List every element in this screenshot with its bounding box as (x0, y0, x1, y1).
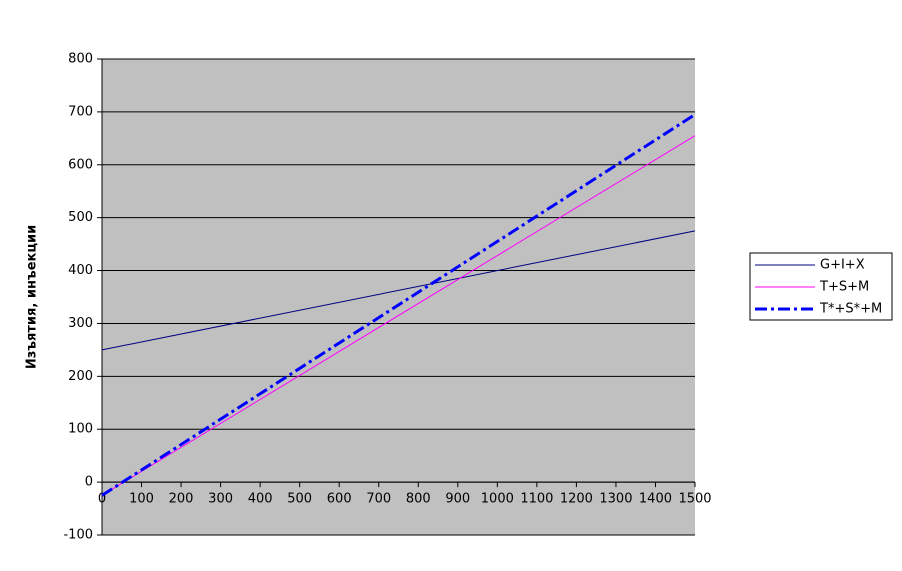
x-tick-label: 1200 (560, 492, 593, 507)
y-tick-label: 0 (85, 475, 93, 490)
x-tick-label: 0 (98, 492, 106, 507)
x-tick-label: 700 (366, 492, 391, 507)
plot-area (102, 59, 695, 535)
series-line (101, 230, 696, 351)
x-tick-label: 400 (248, 492, 273, 507)
y-tick-label: 700 (68, 104, 93, 119)
x-tick-label: 200 (169, 492, 194, 507)
x-tick-label: 1500 (678, 492, 711, 507)
x-tick-label: 1300 (599, 492, 632, 507)
x-tick-label: 300 (208, 492, 233, 507)
legend-label: G+I+X (820, 258, 865, 273)
x-tick-label: 800 (406, 492, 431, 507)
y-tick-label: 100 (68, 422, 93, 437)
series-line (101, 135, 696, 496)
y-tick-label: -100 (63, 528, 93, 543)
y-tick-label: 300 (68, 316, 93, 331)
series-line (101, 113, 696, 497)
x-tick-label: 1100 (520, 492, 553, 507)
x-tick-label: 900 (445, 492, 470, 507)
y-tick-label: 400 (68, 263, 93, 278)
legend-label: T*+S*+M (819, 302, 882, 317)
y-axis-label: Изъятия, инъекции (25, 225, 40, 369)
x-tick-label: 600 (327, 492, 352, 507)
legend-label: T+S+M (819, 280, 869, 295)
x-tick-label: 1000 (481, 492, 514, 507)
x-tick-label: 1400 (639, 492, 672, 507)
y-tick-label: 500 (68, 210, 93, 225)
y-tick-label: 800 (68, 52, 93, 67)
y-tick-label: 600 (68, 157, 93, 172)
x-tick-label: 500 (287, 492, 312, 507)
x-tick-label: 100 (129, 492, 154, 507)
y-tick-label: 200 (68, 369, 93, 384)
